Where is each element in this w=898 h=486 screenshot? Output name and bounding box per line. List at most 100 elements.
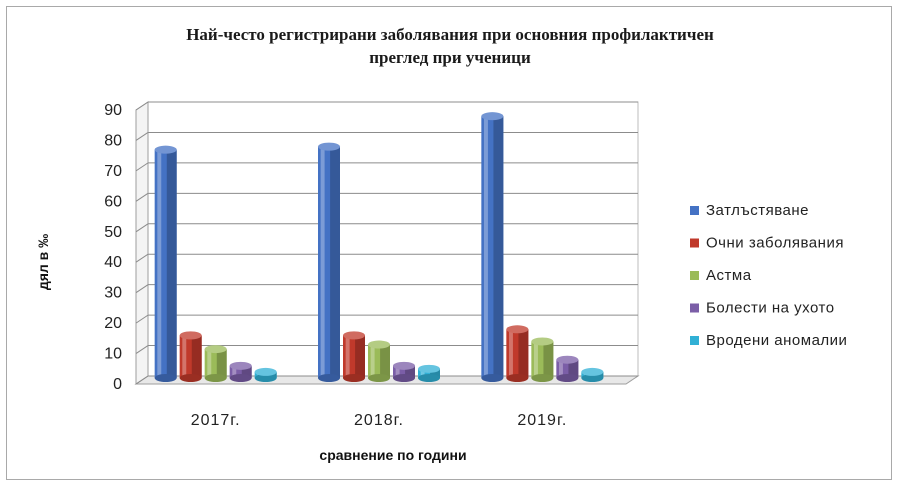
bar-2-0 xyxy=(204,345,227,382)
y-tick-label: 60 xyxy=(104,193,122,210)
bar-base xyxy=(229,374,252,382)
bar-highlight xyxy=(320,146,325,378)
legend-item: Очни заболявания xyxy=(690,235,844,252)
bar-0-2 xyxy=(481,112,504,382)
bar-3-0 xyxy=(229,361,252,382)
bar-0-0 xyxy=(154,145,177,382)
legend-swatch xyxy=(690,336,699,345)
bar-cap xyxy=(343,331,365,340)
bar-shadow xyxy=(518,329,529,378)
bar-highlight xyxy=(420,368,425,378)
bar-cap xyxy=(581,367,604,376)
y-tick-label: 10 xyxy=(104,346,122,363)
bar-highlight xyxy=(345,335,350,378)
bar-cap xyxy=(506,325,529,334)
bar-highlight xyxy=(207,349,212,378)
legend-label: Очни заболявания xyxy=(706,235,844,252)
bar-2-2 xyxy=(531,337,554,382)
bar-highlight xyxy=(232,365,237,378)
bar-base xyxy=(368,374,390,382)
bar-base xyxy=(254,374,277,382)
legend-swatch xyxy=(690,271,699,280)
gridlines xyxy=(135,101,638,385)
bar-shadow xyxy=(380,344,390,378)
bar-cap xyxy=(204,345,227,354)
bar-4-2 xyxy=(581,367,604,382)
bar-base xyxy=(154,374,177,382)
bar-cap xyxy=(229,361,252,370)
bar-highlight xyxy=(533,341,538,378)
bar-cap xyxy=(368,340,390,349)
bar-series xyxy=(154,112,604,382)
bar-cap xyxy=(154,145,177,154)
bar-2-1 xyxy=(368,340,390,382)
gridline-side xyxy=(135,162,149,172)
gridline-side xyxy=(135,345,149,354)
bar-cap xyxy=(531,337,554,346)
y-tick-label: 90 xyxy=(104,102,122,119)
y-tick-label: 20 xyxy=(104,315,122,332)
gridline-side xyxy=(135,253,149,263)
bar-highlight xyxy=(483,116,488,378)
legend-label: Вродени аномалии xyxy=(706,332,847,349)
chart-title-line-2: преглед при ученици xyxy=(369,48,531,67)
bar-cap xyxy=(179,331,202,340)
bar-shadow xyxy=(166,149,177,378)
legend-swatch xyxy=(690,303,699,313)
bar-base xyxy=(531,374,554,382)
legend-label: Астма xyxy=(706,267,752,284)
bar-1-2 xyxy=(506,325,529,382)
x-tick-label: 2018г. xyxy=(354,412,404,429)
y-tick-label: 40 xyxy=(104,254,122,271)
bar-shadow xyxy=(405,365,415,378)
bar-base xyxy=(481,374,504,382)
bar-shadow xyxy=(191,335,202,378)
legend-item: Болести на ухото xyxy=(690,300,834,317)
bar-4-1 xyxy=(418,364,440,382)
bar-highlight xyxy=(157,149,162,378)
gridline-side xyxy=(135,314,149,324)
bar-shadow xyxy=(568,359,579,378)
bar-base xyxy=(343,374,365,382)
legend-label: Затлъстяване xyxy=(706,202,809,219)
bar-body xyxy=(418,368,440,378)
x-tick-label: 2019г. xyxy=(517,412,567,429)
bar-cap xyxy=(393,361,415,370)
bar-highlight xyxy=(558,359,563,378)
back-wall xyxy=(147,101,639,377)
bar-base xyxy=(556,374,579,382)
bar-cap xyxy=(254,367,277,376)
bar-highlight xyxy=(508,329,513,378)
gridline-side xyxy=(135,375,149,385)
bar-3-1 xyxy=(393,361,415,382)
y-tick-label: 50 xyxy=(104,224,122,241)
x-tick-label: 2017г. xyxy=(191,412,241,429)
gridline-side xyxy=(135,101,149,111)
bar-base xyxy=(318,374,340,382)
bar-shadow xyxy=(330,146,340,378)
bar-cap xyxy=(556,355,579,364)
legend-swatch xyxy=(690,206,699,215)
gridline-side xyxy=(135,192,149,202)
plot-area xyxy=(134,101,640,385)
bar-base xyxy=(418,374,440,382)
bar-highlight xyxy=(395,365,400,378)
side-wall xyxy=(135,101,149,385)
bar-shadow xyxy=(493,116,504,378)
y-tick-label: 80 xyxy=(104,132,122,149)
y-axis-ticks: 0 10 20 30 40 50 60 70 80 90 xyxy=(104,102,122,393)
bar-highlight xyxy=(370,344,375,378)
bar-shadow xyxy=(216,349,227,378)
bar-shadow xyxy=(241,365,252,378)
bar-highlight xyxy=(182,335,187,378)
gridline-side xyxy=(135,223,149,233)
bar-cap xyxy=(318,142,340,151)
y-tick-label: 0 xyxy=(113,376,122,393)
y-axis-label: дял в ‰ xyxy=(35,234,51,290)
bar-1-1 xyxy=(343,331,365,382)
bar-shadow xyxy=(355,335,365,378)
bar-cap xyxy=(418,364,440,373)
bar-base xyxy=(179,374,202,382)
bar-4-0 xyxy=(254,367,277,382)
gridline-side xyxy=(135,284,149,294)
